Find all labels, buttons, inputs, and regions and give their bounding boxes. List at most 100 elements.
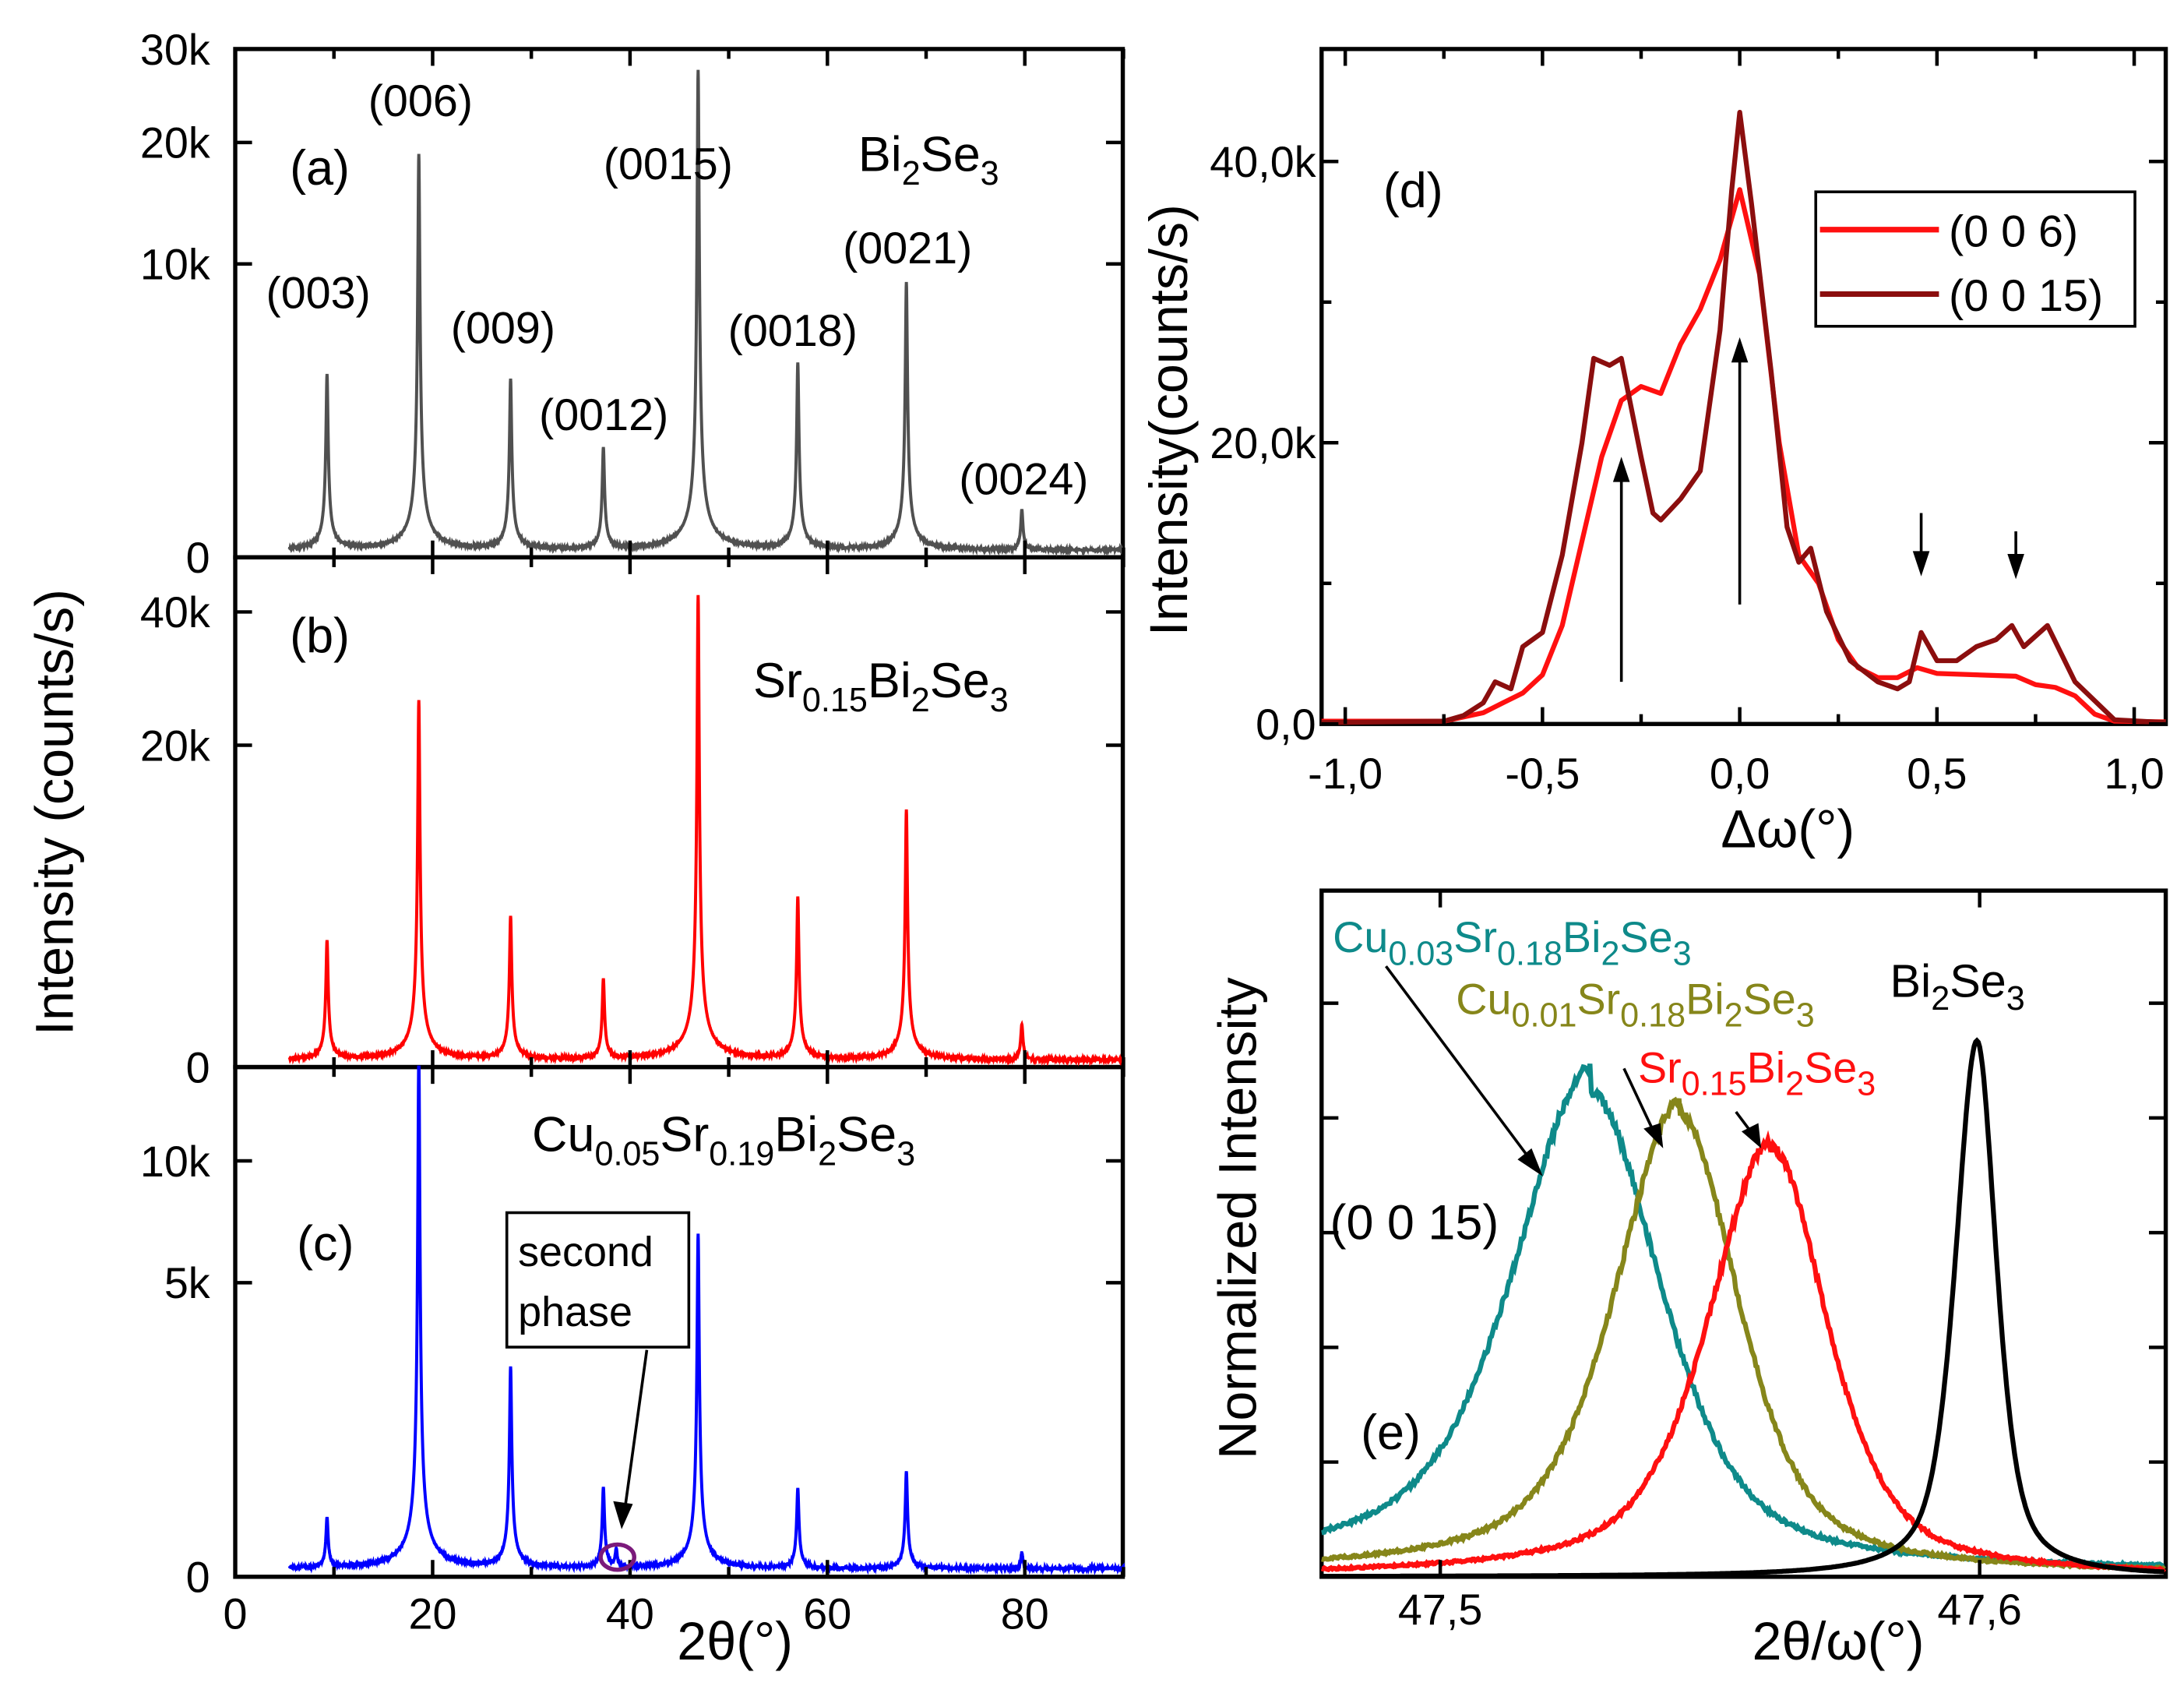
t: Sr <box>1638 1043 1682 1092</box>
t: 3 <box>990 682 1009 719</box>
t: 3 <box>896 1135 915 1173</box>
hkl-label: (0024) <box>959 454 1088 504</box>
y-axis-label-e: Normalized Intensity <box>1208 977 1267 1459</box>
t: 0.19 <box>709 1135 774 1173</box>
y-tick-label: 10k <box>140 1138 210 1186</box>
y-axis-label-abc: Intensity (counts/s) <box>26 589 85 1035</box>
t: 2 <box>1724 996 1743 1034</box>
hkl-label: (0012) <box>539 390 668 440</box>
x-tick-label: 0,0 <box>1710 750 1770 798</box>
y-tick-label: 0 <box>186 534 210 582</box>
panel-label-b: (b) <box>290 609 350 664</box>
y-tick-label: 0,0 <box>1256 700 1316 749</box>
second-phase-box <box>505 1211 691 1349</box>
y-tick-label: 0 <box>186 1554 210 1602</box>
xrd-trace-b <box>287 594 1125 1067</box>
panel-c-frame <box>233 1064 1125 1579</box>
y-tick-label: 0 <box>186 1043 210 1092</box>
arrowhead-down <box>2007 553 2024 580</box>
x-tick-label: 60 <box>803 1589 851 1638</box>
x-tick-label: 47,5 <box>1398 1585 1482 1634</box>
xrd-trace-c <box>287 1065 1125 1576</box>
y-tick-label: 20k <box>140 119 210 168</box>
t: 2 <box>1931 980 1950 1018</box>
x-tick-label: 1,0 <box>2104 750 2164 798</box>
arrowhead-sr015 <box>1741 1123 1762 1148</box>
arrow-cu001 <box>1622 1067 1657 1138</box>
t: Cu <box>532 1107 594 1162</box>
hkl-label: (009) <box>451 303 555 353</box>
reflection-label-e: (0 0 15) <box>1330 1196 1499 1250</box>
second-phase-label-2: phase <box>518 1289 632 1335</box>
legend-label-006: (0 0 6) <box>1949 206 2078 256</box>
t: Sr <box>1576 975 1620 1023</box>
y-tick-label: 10k <box>140 241 210 289</box>
y-tick-label: 20,0k <box>1210 419 1316 467</box>
label-sr015: Sr0.15Bi2Se3 <box>1638 1043 1876 1102</box>
hkl-label: (0015) <box>604 139 733 189</box>
omega2theta-scan-3 <box>1321 1037 2165 1579</box>
y-tick-label: 20k <box>140 721 210 770</box>
legend-box <box>1814 190 2136 328</box>
panel-label-e: (e) <box>1361 1406 1421 1460</box>
omega2theta-scan-1 <box>1321 1096 2166 1573</box>
t: Cu <box>1456 975 1511 1023</box>
annotation-arrows-e <box>1385 965 1762 1176</box>
t: Sr <box>1453 913 1497 961</box>
x-tick-label: -1,0 <box>1308 750 1383 798</box>
panel-label-a: (a) <box>290 141 350 196</box>
label-bi2se3: Bi2Se3 <box>1890 955 2024 1018</box>
x-tick-label: 47,6 <box>1937 1585 2021 1634</box>
second-phase-arrow <box>622 1349 649 1513</box>
t: 2 <box>1601 935 1619 972</box>
t: 0.18 <box>1497 935 1562 972</box>
arrow-cu003 <box>1385 965 1536 1166</box>
t: Se <box>1950 955 2006 1007</box>
x-tick-label: 80 <box>1001 1589 1049 1638</box>
t: 0.01 <box>1512 996 1577 1034</box>
t: Se <box>1804 1043 1857 1092</box>
hkl-label: (003) <box>266 268 371 318</box>
t: Bi <box>774 1107 818 1162</box>
t: 2 <box>911 682 930 719</box>
legend-label-0015: (0 0 15) <box>1949 271 2103 321</box>
t: 3 <box>1857 1066 1876 1103</box>
arrowhead-up <box>1731 337 1749 363</box>
y-tick-label: 40k <box>140 588 210 637</box>
y-axis-label-d: Intensity(counts/s) <box>1140 204 1199 636</box>
x-tick-label: 0 <box>224 1589 248 1638</box>
arrowhead-cu001 <box>1643 1123 1664 1148</box>
t: 3 <box>1673 935 1692 972</box>
xrd-trace-a <box>287 69 1125 557</box>
t: Se <box>921 127 981 182</box>
t: 3 <box>1796 996 1815 1034</box>
arrowhead-down <box>1912 551 1930 577</box>
t: Bi <box>1747 1043 1786 1092</box>
t: 3 <box>981 155 999 192</box>
panel-b-title: Sr0.15Bi2Se3 <box>753 654 1009 719</box>
t: 0.18 <box>1620 996 1686 1034</box>
y-tick-label: 30k <box>140 26 210 74</box>
panel-b-frame <box>233 555 1125 1070</box>
t: Sr <box>660 1107 709 1162</box>
t: 2 <box>902 155 921 192</box>
t: 3 <box>2006 980 2025 1018</box>
t: Sr <box>753 654 802 708</box>
rocking-curve-1 <box>1321 110 2166 725</box>
panel-c-title: Cu0.05Sr0.19Bi2Se3 <box>532 1107 915 1173</box>
label-cu003: Cu0.03Sr0.18Bi2Se3 <box>1333 913 1691 972</box>
t: Bi <box>1686 975 1724 1023</box>
arrowhead-cu003 <box>1517 1148 1543 1176</box>
t: 2 <box>1785 1066 1804 1103</box>
t: Bi <box>858 127 902 182</box>
omega2theta-scan-2 <box>1320 1130 2167 1573</box>
t: Se <box>1743 975 1796 1023</box>
hkl-label: (0018) <box>728 306 858 356</box>
panel-label-d: (d) <box>1383 164 1443 218</box>
x-axis-label-e: 2θ/ω(°) <box>1752 1612 1924 1671</box>
t: 0.15 <box>802 682 868 719</box>
second-phase-arrowhead <box>613 1501 633 1529</box>
second-phase-label-1: second <box>518 1229 653 1275</box>
t: 0.05 <box>594 1135 660 1173</box>
